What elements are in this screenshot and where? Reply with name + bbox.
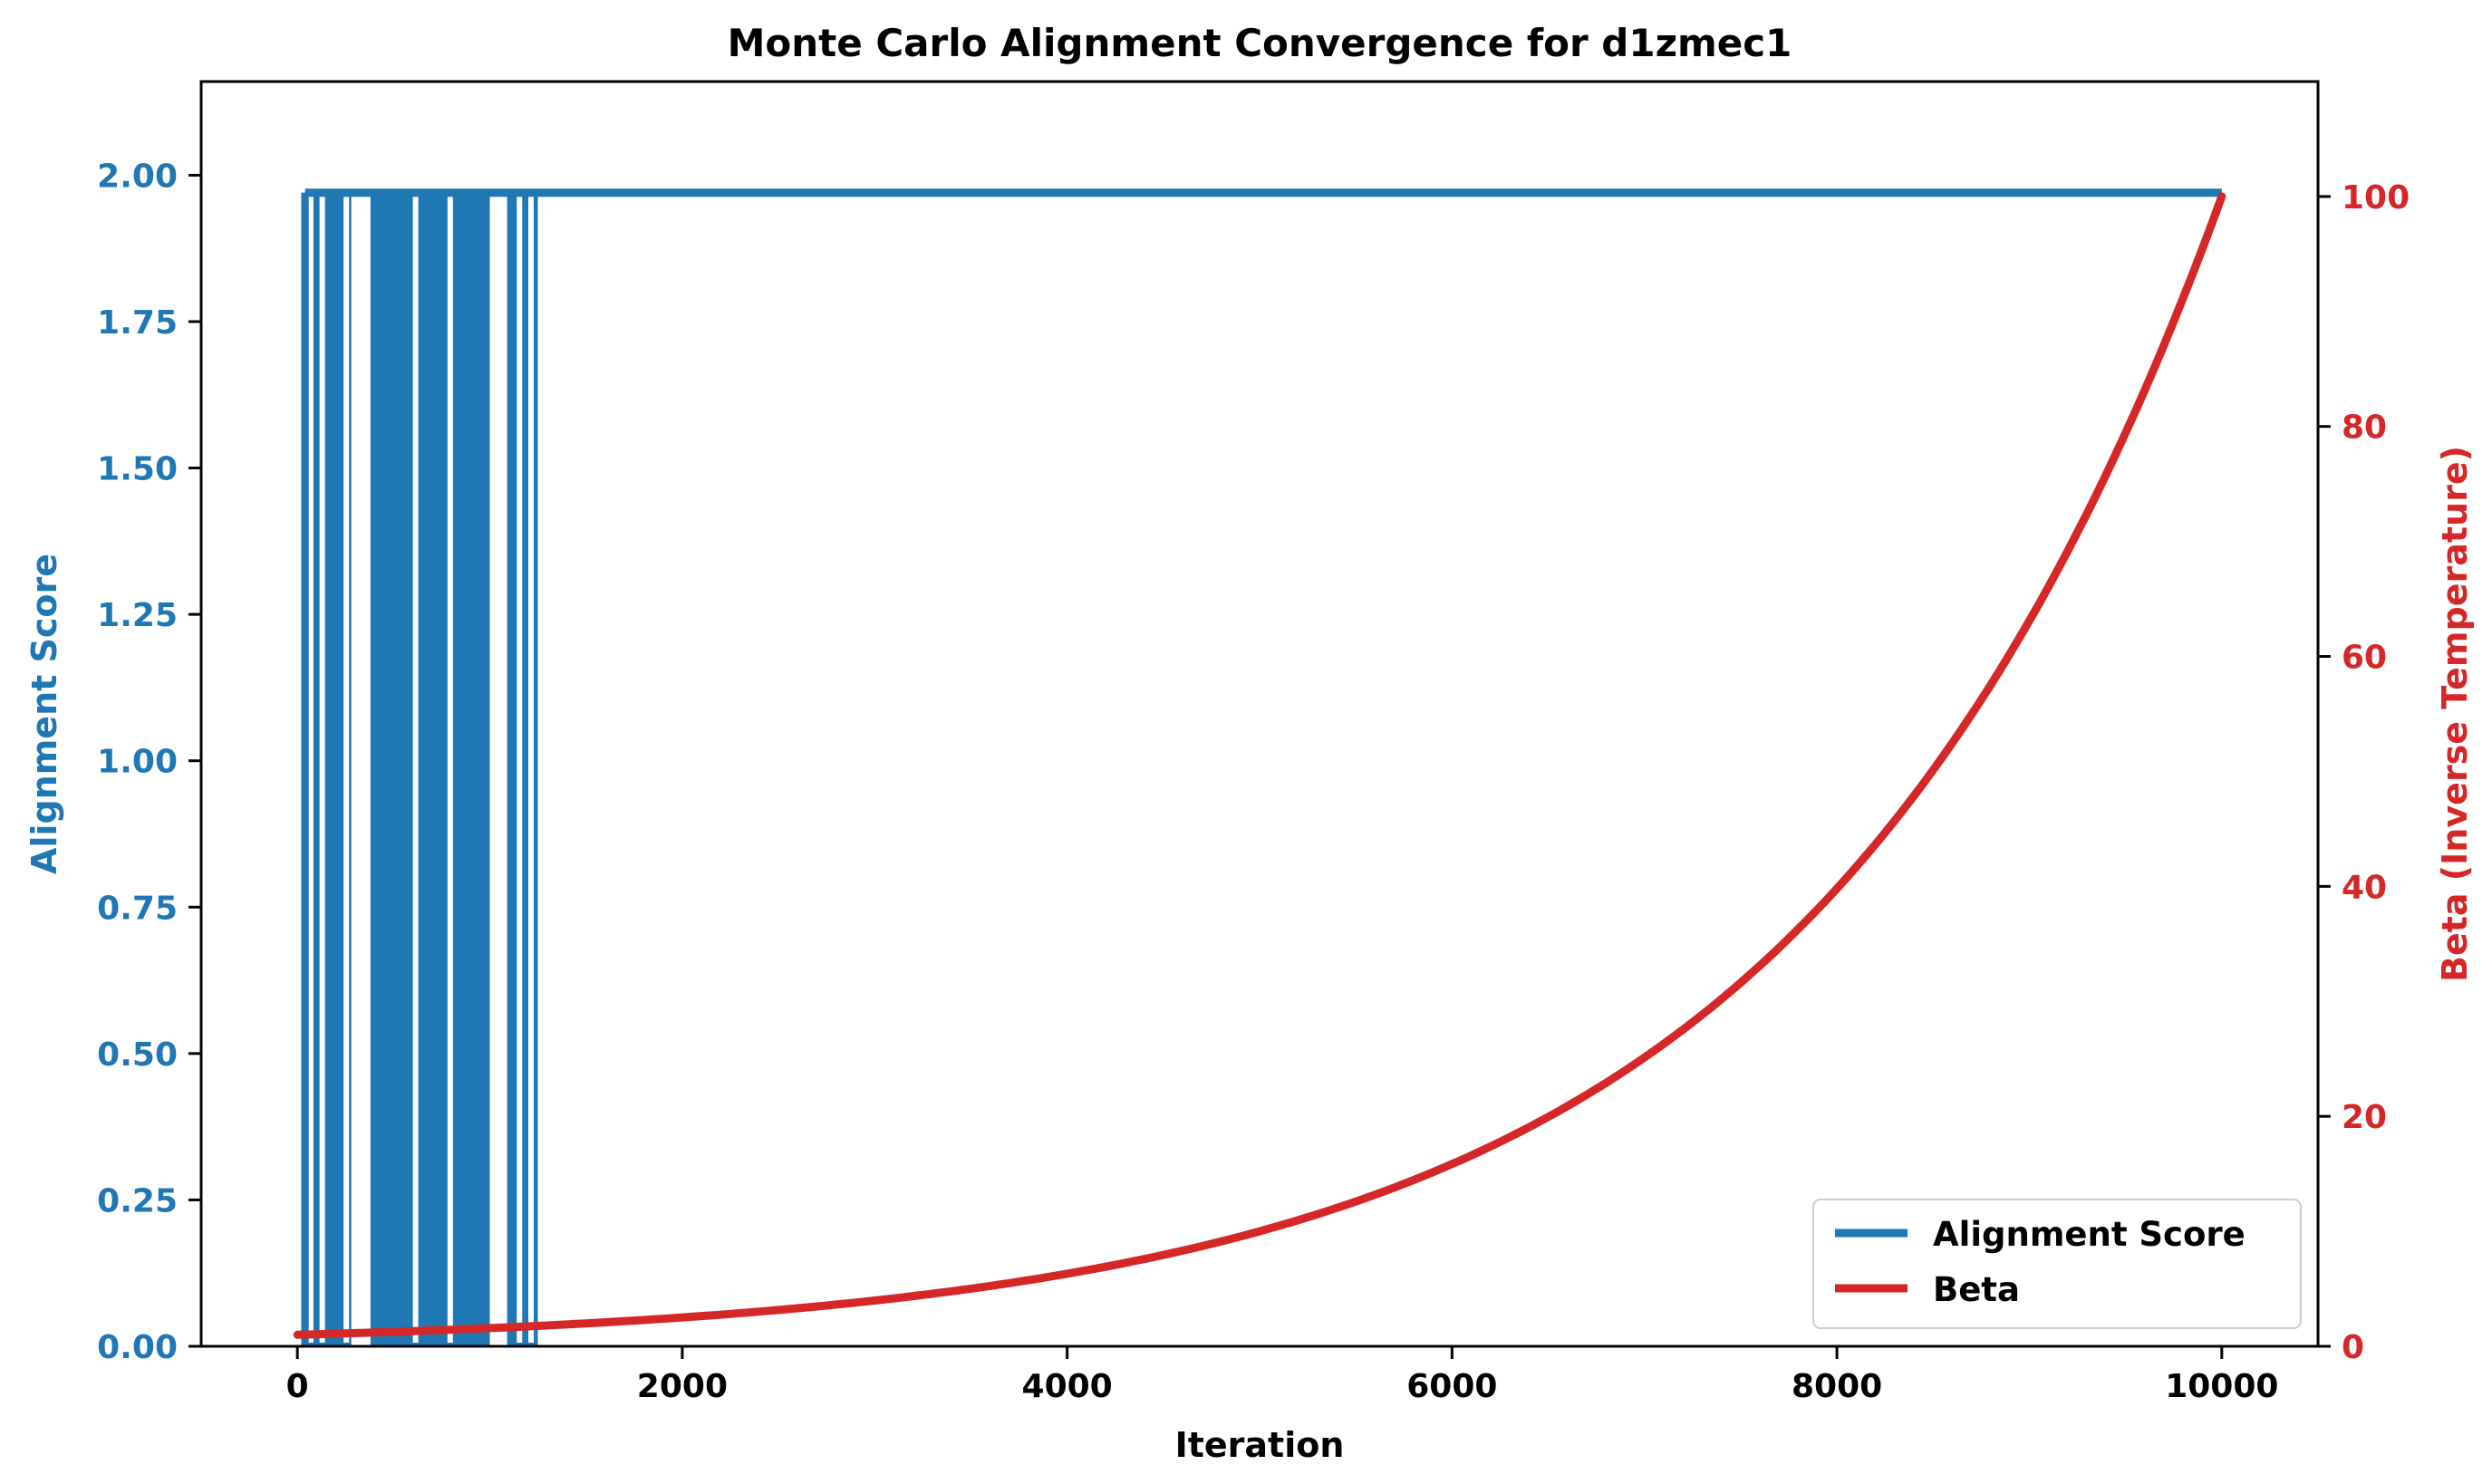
alignment-low-gap-5	[363, 188, 370, 1344]
x-tick-label-3: 6000	[1406, 1368, 1497, 1405]
x-axis: 0 2000 4000 6000 8000 10000	[286, 1346, 2278, 1405]
alignment-low-gap-8	[495, 188, 504, 1344]
y-left-tick-label-0: 0.00	[97, 1329, 178, 1366]
alignment-low-gap-6	[412, 188, 419, 1344]
y-left-tick-label-1: 0.25	[97, 1182, 178, 1219]
plot-frame	[199, 80, 2320, 1348]
y-right-tick-label-2: 40	[2342, 869, 2387, 906]
y-axis-right-label: Beta (Inverse Temperature)	[2435, 446, 2475, 982]
x-tick-label-1: 2000	[637, 1368, 728, 1405]
y-axis-left-label: Alignment Score	[24, 554, 64, 874]
alignment-low-gap-10	[528, 188, 535, 1344]
beta-series-line	[293, 192, 2226, 1339]
alignment-low-gap-11	[537, 188, 544, 1344]
y-right-tick-label-1: 20	[2342, 1099, 2387, 1136]
alignment-low-gap-2	[343, 188, 350, 1344]
legend: Alignment Score Beta	[1812, 1199, 2302, 1329]
alignment-low-gap-3	[353, 188, 359, 1344]
alignment-low-gap-0	[307, 188, 314, 1344]
x-tick-label-5: 10000	[2165, 1368, 2278, 1405]
legend-beta-label: Beta	[1933, 1270, 2020, 1309]
y-left-tick-label-4: 1.00	[97, 744, 178, 781]
x-tick-label-4: 8000	[1792, 1368, 1882, 1405]
alignment-low-gap-1	[319, 188, 325, 1344]
alignment-low-gap-9	[517, 188, 523, 1344]
y-right-tick-label-5: 100	[2342, 179, 2410, 217]
chart-title: Monte Carlo Alignment Convergence for d1…	[728, 21, 1792, 65]
alignment-score-series	[301, 188, 2222, 1347]
x-tick-label-0: 0	[286, 1368, 309, 1405]
x-tick-label-2: 4000	[1022, 1368, 1113, 1405]
y-right-tick-label-3: 60	[2342, 640, 2387, 677]
y-left-tick-label-7: 1.75	[97, 304, 178, 342]
y-left-tick-label-2: 0.50	[97, 1036, 178, 1074]
y-left-tick-label-8: 2.00	[97, 158, 178, 195]
legend-alignment-label: Alignment Score	[1933, 1215, 2246, 1254]
y-right-tick-label-0: 0	[2342, 1329, 2364, 1366]
x-axis-label: Iteration	[1175, 1425, 1345, 1465]
alignment-low-gap-7	[447, 188, 453, 1344]
y-axis-left: 0.00 0.25 0.50 0.75 1.00 1.25 1.50 1.75 2.00	[97, 158, 201, 1366]
plot-area	[293, 188, 2226, 1347]
y-axis-right: 0 20 40 60 80 100	[2318, 179, 2410, 1366]
alignment-low-gap-4	[357, 188, 363, 1344]
y-left-tick-label-6: 1.50	[97, 451, 178, 488]
y-left-tick-label-3: 0.75	[97, 890, 178, 927]
alignment-flip-band-1	[370, 192, 490, 1347]
y-right-tick-label-4: 80	[2342, 410, 2387, 447]
y-left-tick-label-5: 1.25	[97, 597, 178, 634]
legend-box	[1812, 1199, 2302, 1329]
